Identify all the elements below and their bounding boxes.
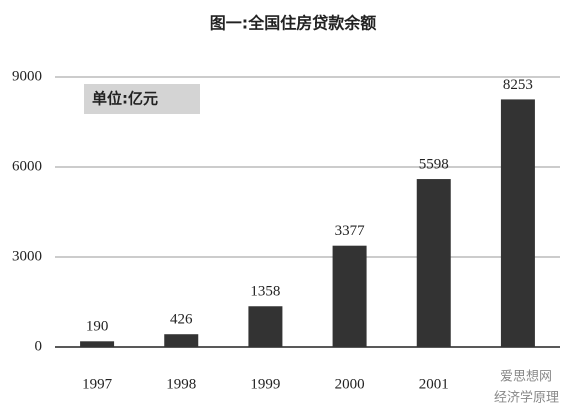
- x-tick-label: 2001: [419, 376, 449, 392]
- x-tick-label: 2000: [335, 376, 365, 392]
- chart-title: 图一:全国住房贷款余额: [210, 14, 376, 33]
- x-tick-label: 1998: [166, 376, 196, 392]
- y-tick-label: 9000: [12, 68, 42, 84]
- bar: [416, 179, 451, 347]
- watermark: 爱思想网: [500, 369, 552, 385]
- bar: [248, 306, 283, 347]
- unit-label: 单位:亿元: [92, 90, 158, 108]
- value-label: 3377: [335, 223, 366, 239]
- bar: [164, 334, 199, 347]
- x-tick-label: 1999: [250, 376, 280, 392]
- bar: [80, 341, 115, 347]
- value-label: 5598: [419, 156, 449, 172]
- value-label: 190: [86, 319, 109, 335]
- unit-box: [84, 84, 200, 114]
- y-tick-label: 3000: [12, 248, 42, 264]
- y-tick-label: 0: [35, 338, 43, 354]
- value-label: 1358: [250, 284, 280, 300]
- y-tick-label: 6000: [12, 158, 42, 174]
- bar: [332, 245, 367, 347]
- value-label: 426: [170, 312, 193, 328]
- x-tick-label: 1997: [82, 376, 113, 392]
- bar: [500, 99, 535, 347]
- value-label: 8253: [503, 77, 533, 93]
- watermark: 经济学原理: [494, 390, 559, 406]
